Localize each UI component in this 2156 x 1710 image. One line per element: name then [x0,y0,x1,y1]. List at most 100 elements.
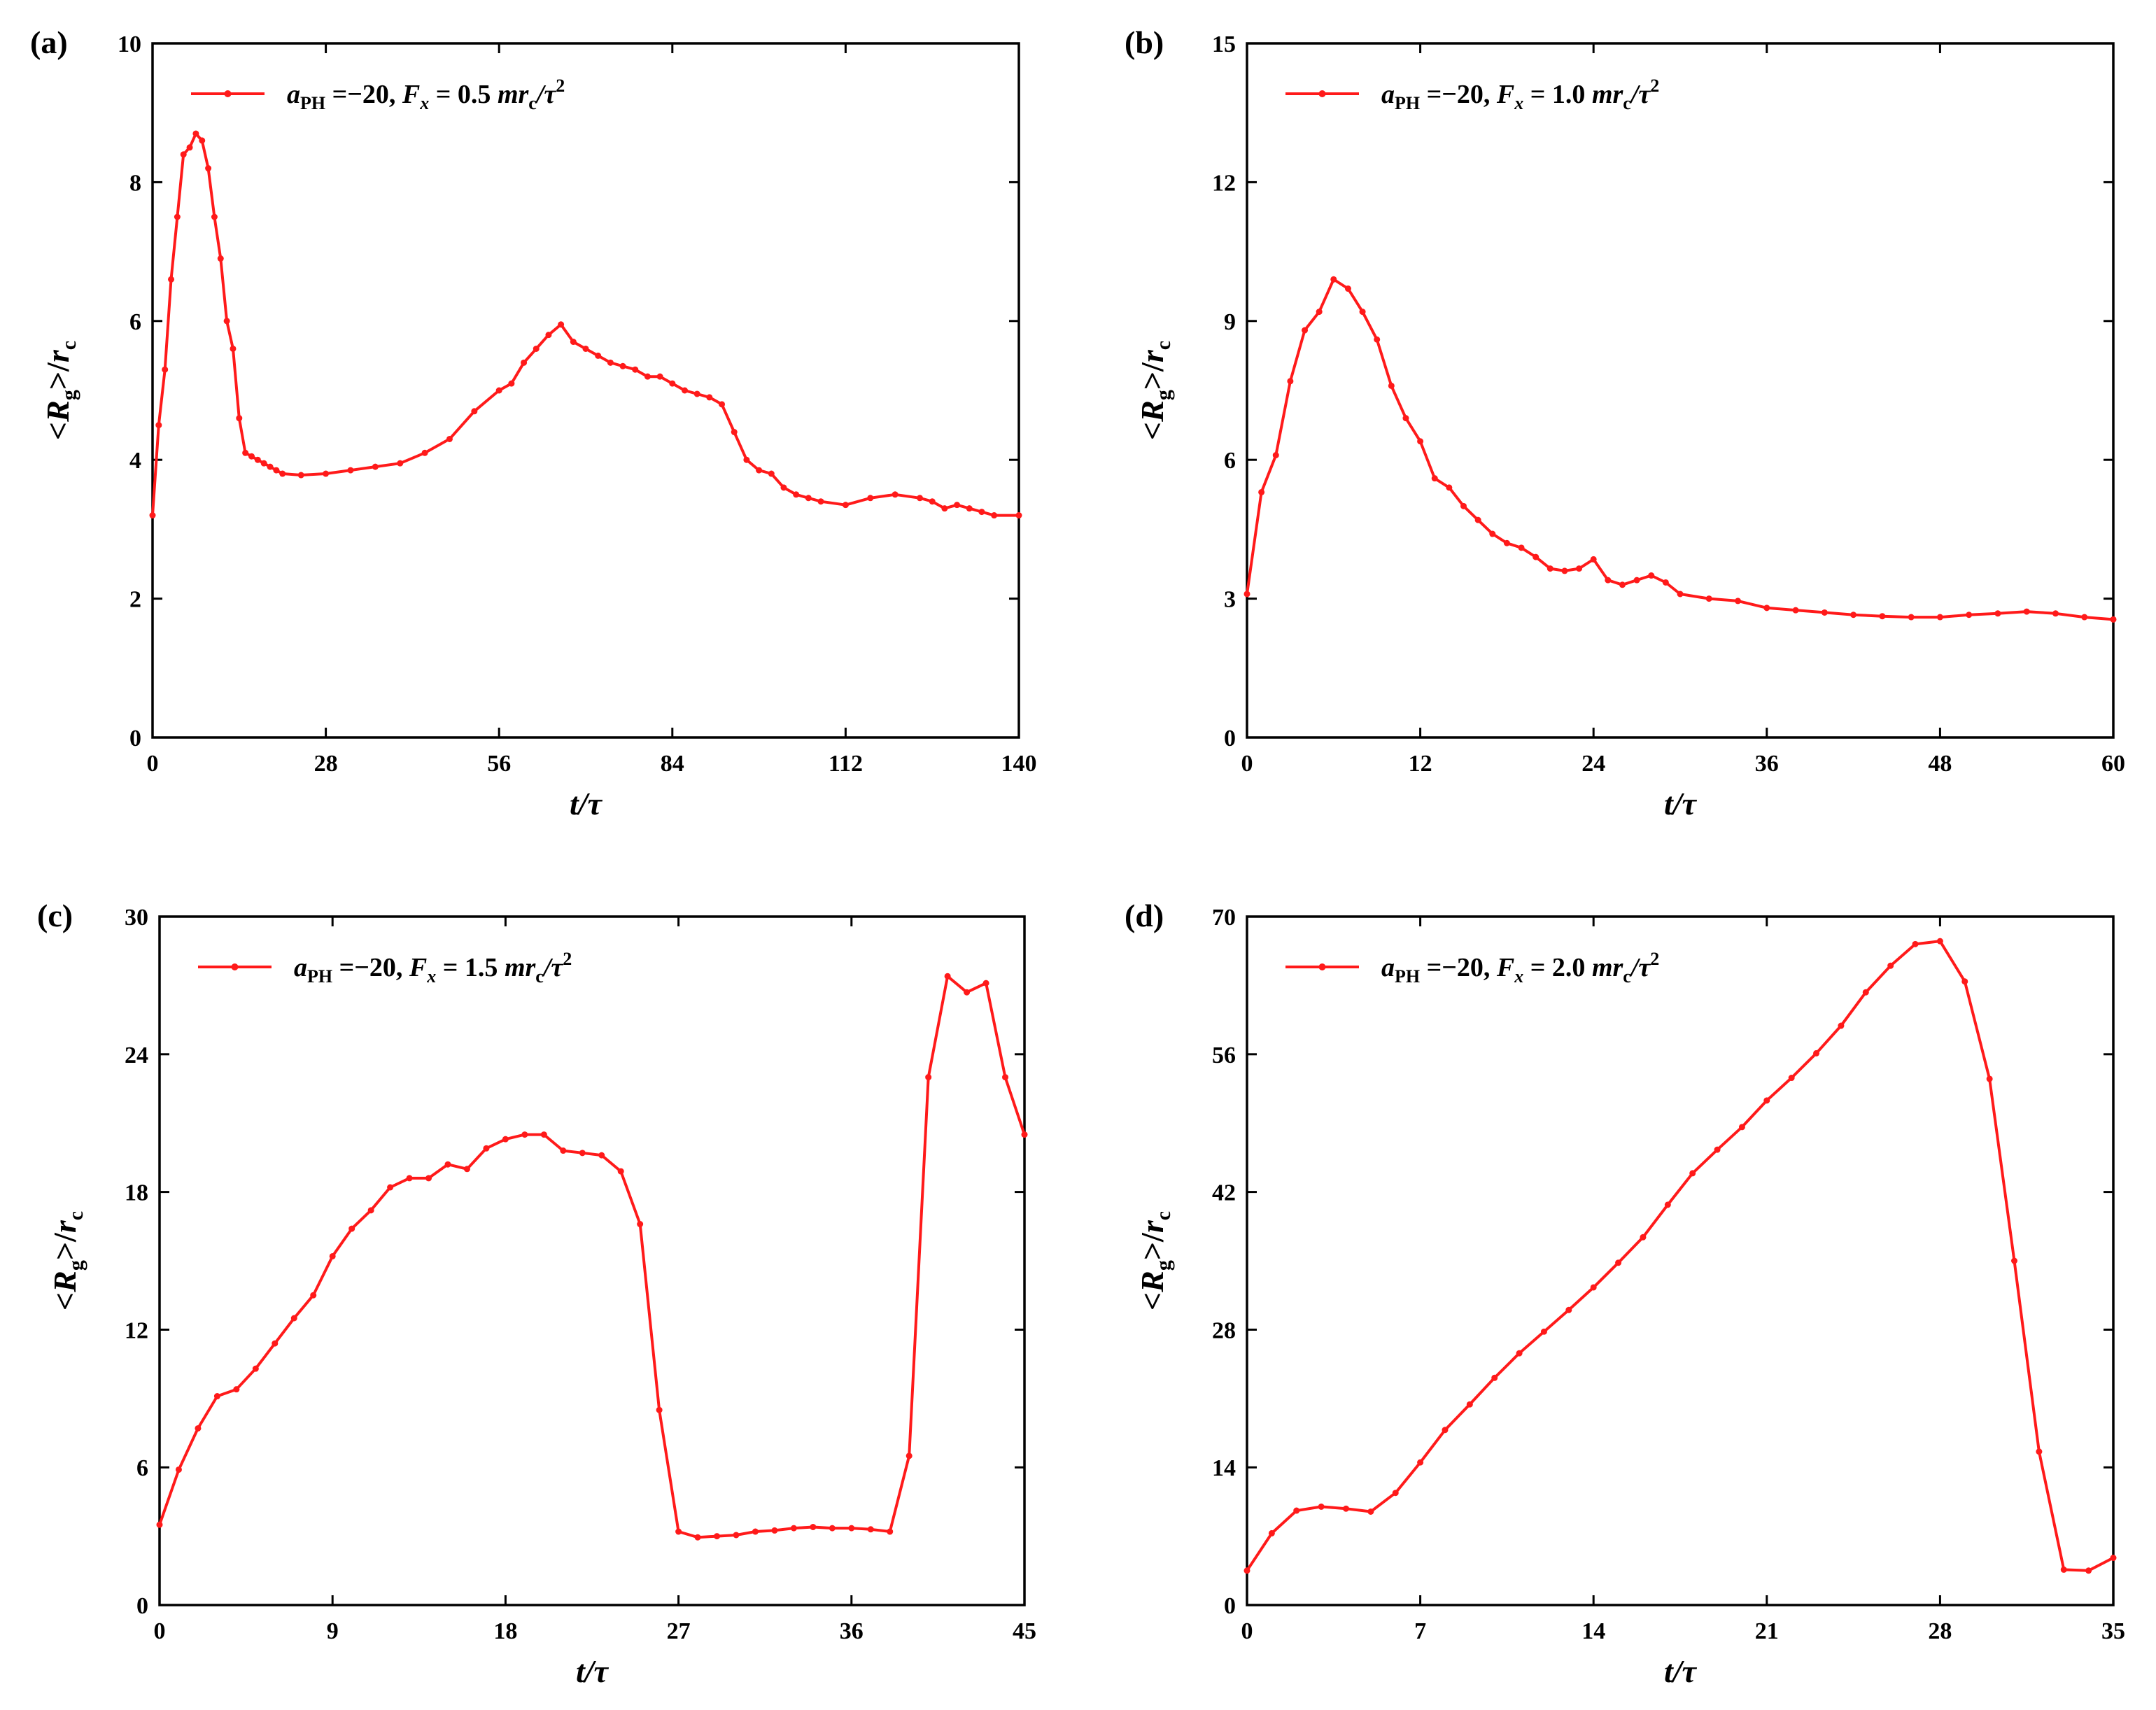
x-tick-label: 35 [2101,1618,2125,1644]
x-tick-label: 24 [1581,751,1605,777]
data-point [771,1527,778,1534]
data-point [1491,1374,1498,1381]
data-point [502,1136,509,1143]
data-point [149,512,156,519]
data-point [1316,309,1323,316]
x-tick-label: 36 [1755,751,1779,777]
y-tick-label: 6 [136,1455,148,1481]
y-tick-label: 0 [129,726,141,751]
data-point [217,255,224,262]
data-point [694,1534,701,1541]
data-point [733,1532,740,1539]
data-point [925,1074,932,1081]
data-point [2011,1257,2018,1264]
data-point [446,435,453,442]
data-point [1367,1508,1374,1515]
data-point [1302,327,1309,334]
data-point [731,429,738,436]
data-point [521,359,528,366]
data-point [463,1166,470,1173]
data-point [1605,577,1612,584]
data-point [1705,595,1712,602]
data-point [175,1466,182,1473]
data-point [656,373,663,380]
x-tick-label: 56 [487,751,511,777]
data-point [632,366,639,373]
x-tick-label: 140 [1001,751,1037,777]
data-point [1272,452,1279,459]
x-axis-title: t/τ [1664,786,1698,821]
data-point [617,1168,624,1175]
data-point [681,387,688,394]
data-point [186,144,193,151]
data-point [964,989,971,996]
data-point [817,498,824,505]
data-point [1417,1459,1424,1466]
data-point [793,491,800,498]
data-point [1466,1401,1473,1408]
data-point [1318,1503,1325,1510]
data-point [508,380,515,387]
data-point [1258,488,1265,495]
data-point [1908,614,1915,621]
data-point [570,339,577,346]
data-point [1392,1490,1399,1497]
legend-label: aPH =−20, Fx = 2.0 mrc/τ2 [1381,949,1659,987]
data-point [991,512,998,519]
data-point [252,1365,259,1372]
data-point [1518,544,1525,551]
data-point [254,456,261,463]
data-point [1533,553,1540,560]
panel-label: (b) [1125,24,1164,60]
data-point [954,502,961,509]
data-point [233,1386,240,1393]
data-point [917,495,924,502]
x-tick-label: 28 [1928,1618,1952,1644]
x-tick-label: 28 [314,751,338,777]
data-point [719,401,726,408]
data-point [1936,614,1943,621]
data-point [2052,610,2059,617]
data-point [2081,614,2088,621]
x-tick-label: 0 [147,751,159,777]
data-point [579,1150,586,1157]
x-tick-label: 7 [1414,1618,1426,1644]
data-point [2060,1566,2067,1573]
data-point [1619,581,1626,588]
data-point [2023,608,2030,615]
data-point [1460,502,1467,509]
data-point [230,345,237,352]
plot-frame [158,915,1026,1606]
x-tick-label: 60 [2101,751,2125,777]
plot-frame [1246,915,2115,1606]
data-point [248,453,255,460]
data-point [1268,1529,1275,1536]
y-tick-label: 12 [125,1317,148,1343]
data-point [1887,962,1894,969]
data-point [768,470,775,477]
data-point [1516,1350,1523,1357]
data-point [329,1252,336,1259]
data-point [1850,612,1857,619]
data-point [444,1161,451,1168]
y-tick-label: 56 [1212,1043,1236,1068]
data-point [1735,598,1742,605]
data-point [966,505,973,512]
data-point [155,422,162,429]
data-point [545,332,552,339]
data-point [669,380,676,387]
data-point [540,1131,547,1138]
data-point [1664,1201,1671,1208]
data-point [693,390,700,397]
legend-swatch-marker [1318,90,1326,97]
x-tick-label: 21 [1755,1618,1779,1644]
y-tick-label: 14 [1212,1455,1236,1481]
data-point [1243,591,1250,598]
y-axis-title: <Rg>/rc [1134,1211,1175,1310]
y-tick-label: 10 [118,31,141,57]
data-point [1330,276,1337,283]
y-axis-title: <Rg>/rc [47,1211,87,1310]
data-point [1503,539,1510,546]
panel-label: (a) [30,24,68,60]
data-point [1561,567,1568,574]
